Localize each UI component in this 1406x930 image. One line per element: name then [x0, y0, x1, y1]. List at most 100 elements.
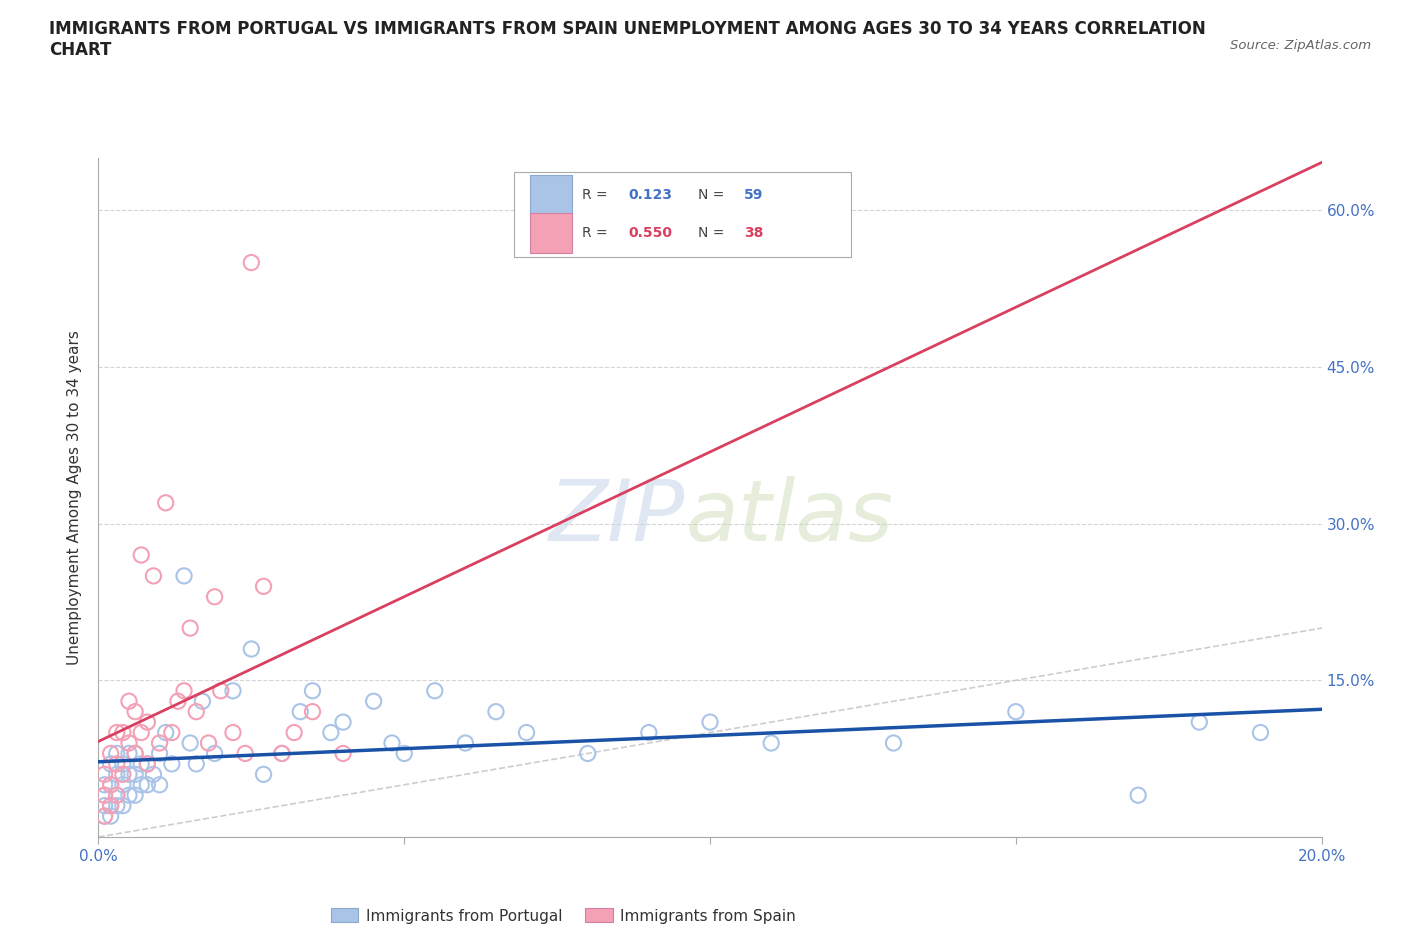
- Point: [105, 788, 128, 803]
- Text: 0.550: 0.550: [628, 226, 672, 240]
- Point: [136, 756, 159, 771]
- Point: [160, 725, 183, 740]
- Point: [240, 642, 263, 657]
- Text: 59: 59: [744, 189, 763, 203]
- Point: [105, 767, 128, 782]
- Point: [149, 736, 172, 751]
- Point: [363, 694, 385, 709]
- Point: [637, 725, 661, 740]
- Point: [179, 620, 201, 635]
- Point: [100, 809, 122, 824]
- Point: [1128, 788, 1150, 803]
- Point: [485, 704, 508, 719]
- Point: [136, 714, 159, 729]
- Point: [883, 736, 905, 751]
- Point: [576, 746, 599, 761]
- Point: [1188, 714, 1211, 729]
- Text: IMMIGRANTS FROM PORTUGAL VS IMMIGRANTS FROM SPAIN UNEMPLOYMENT AMONG AGES 30 TO : IMMIGRANTS FROM PORTUGAL VS IMMIGRANTS F…: [49, 20, 1206, 60]
- Point: [142, 767, 165, 782]
- Text: R =: R =: [582, 226, 612, 240]
- FancyBboxPatch shape: [530, 176, 572, 216]
- Point: [222, 684, 245, 698]
- Point: [129, 548, 152, 563]
- Point: [93, 809, 115, 824]
- Point: [240, 255, 263, 270]
- Point: [136, 756, 159, 771]
- Point: [149, 777, 172, 792]
- Legend: Immigrants from Portugal, Immigrants from Spain: Immigrants from Portugal, Immigrants fro…: [325, 902, 801, 930]
- Point: [423, 684, 446, 698]
- Point: [93, 788, 115, 803]
- Point: [105, 788, 128, 803]
- Point: [124, 767, 146, 782]
- Point: [118, 746, 141, 761]
- Point: [136, 777, 159, 792]
- Point: [319, 725, 342, 740]
- Point: [179, 736, 201, 751]
- Point: [100, 746, 122, 761]
- Point: [191, 694, 214, 709]
- Point: [270, 746, 292, 761]
- Point: [118, 788, 141, 803]
- Point: [100, 777, 122, 792]
- Point: [252, 578, 274, 593]
- FancyBboxPatch shape: [530, 213, 572, 253]
- Text: ZIP: ZIP: [550, 476, 686, 560]
- Point: [118, 767, 141, 782]
- Point: [100, 798, 122, 813]
- Text: Source: ZipAtlas.com: Source: ZipAtlas.com: [1230, 39, 1371, 52]
- Point: [516, 725, 538, 740]
- Point: [392, 746, 416, 761]
- Point: [204, 590, 226, 604]
- Point: [149, 746, 172, 761]
- Point: [186, 756, 208, 771]
- Point: [204, 746, 226, 761]
- Point: [233, 746, 256, 761]
- Point: [270, 746, 292, 761]
- Point: [111, 756, 134, 771]
- Point: [111, 798, 134, 813]
- Point: [105, 798, 128, 813]
- Point: [155, 496, 177, 511]
- Point: [105, 725, 128, 740]
- Point: [129, 725, 152, 740]
- Point: [111, 767, 134, 782]
- Point: [1249, 725, 1271, 740]
- Point: [197, 736, 219, 751]
- Point: [129, 777, 152, 792]
- Point: [100, 756, 122, 771]
- Point: [173, 568, 195, 583]
- Point: [124, 746, 146, 761]
- Point: [301, 704, 323, 719]
- Point: [222, 725, 245, 740]
- Point: [129, 756, 152, 771]
- Text: 0.123: 0.123: [628, 189, 672, 203]
- Point: [186, 704, 208, 719]
- Point: [160, 756, 183, 771]
- Point: [93, 767, 115, 782]
- Point: [759, 736, 782, 751]
- Point: [301, 684, 323, 698]
- Point: [290, 704, 312, 719]
- Text: R =: R =: [582, 189, 612, 203]
- Point: [381, 736, 404, 751]
- Point: [124, 746, 146, 761]
- Point: [124, 704, 146, 719]
- Point: [699, 714, 721, 729]
- Point: [1004, 704, 1026, 719]
- Point: [118, 736, 141, 751]
- Point: [173, 684, 195, 698]
- Point: [332, 746, 354, 761]
- Text: 38: 38: [744, 226, 763, 240]
- Point: [142, 568, 165, 583]
- Point: [100, 777, 122, 792]
- Text: atlas: atlas: [686, 476, 894, 560]
- Text: N =: N =: [697, 189, 728, 203]
- Point: [209, 684, 232, 698]
- Point: [93, 798, 115, 813]
- Point: [252, 767, 274, 782]
- Point: [105, 756, 128, 771]
- Point: [454, 736, 477, 751]
- Point: [111, 777, 134, 792]
- Point: [93, 809, 115, 824]
